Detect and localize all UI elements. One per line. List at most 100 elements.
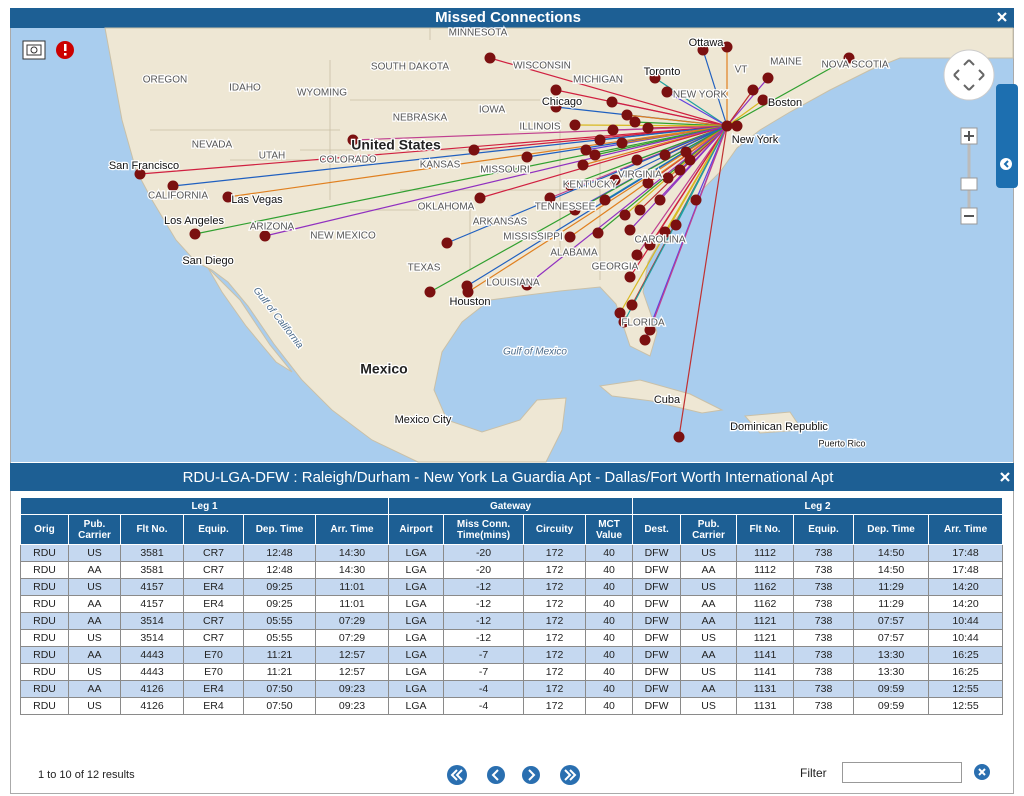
- airport-dot: [469, 145, 480, 156]
- table-cell: DFW: [633, 698, 681, 715]
- map-label: MISSISSIPPI: [503, 232, 562, 243]
- column-header: Circuity: [524, 515, 586, 545]
- filter-input[interactable]: [842, 762, 962, 783]
- table-cell: 12:48: [244, 545, 316, 562]
- table-cell: 09:25: [244, 579, 316, 596]
- table-cell: LGA: [389, 545, 444, 562]
- map-label: CALIFORNIA: [148, 191, 208, 202]
- column-header: Pub. Carrier: [69, 515, 121, 545]
- table-cell: 738: [794, 664, 854, 681]
- table-cell: 172: [524, 630, 586, 647]
- table-cell: RDU: [21, 579, 69, 596]
- airport-dot: [590, 150, 601, 161]
- first-page[interactable]: [447, 765, 467, 785]
- last-page[interactable]: [560, 765, 580, 785]
- table-cell: CR7: [184, 613, 244, 630]
- screenshot-button[interactable]: [23, 41, 45, 59]
- table-cell: 738: [794, 647, 854, 664]
- table-cell: 738: [794, 630, 854, 647]
- map-label: MICHIGAN: [573, 75, 623, 86]
- column-header: Equip.: [794, 515, 854, 545]
- map-label: MISSOURI: [480, 165, 529, 176]
- map-label: Cuba: [654, 394, 681, 406]
- airport-dot: [691, 195, 702, 206]
- table-cell: 11:21: [244, 647, 316, 664]
- table-cell: AA: [69, 681, 121, 698]
- table-cell: 40: [586, 630, 633, 647]
- table-cell: 14:20: [929, 579, 1003, 596]
- map-label: TEXAS: [408, 263, 441, 274]
- map-label: COLORADO: [319, 155, 376, 166]
- airport-dot: [607, 97, 618, 108]
- table-cell: -20: [444, 562, 524, 579]
- table-cell: 11:21: [244, 664, 316, 681]
- airport-dot: [625, 272, 636, 283]
- pan-control[interactable]: [944, 50, 994, 100]
- airport-dot: [635, 205, 646, 216]
- table-cell: 11:01: [316, 579, 389, 596]
- map-label: Los Angeles: [164, 215, 224, 227]
- airport-dot: [578, 160, 589, 171]
- table-cell: 14:30: [316, 545, 389, 562]
- table-cell: DFW: [633, 579, 681, 596]
- table-row: RDUAA4126ER407:5009:23LGA-417240DFWAA113…: [21, 681, 1003, 698]
- table-cell: AA: [681, 613, 737, 630]
- prev-page[interactable]: [487, 766, 505, 784]
- alert-button[interactable]: [56, 41, 74, 59]
- table-cell: 11:29: [854, 596, 929, 613]
- table-cell: 16:25: [929, 647, 1003, 664]
- next-page[interactable]: [522, 766, 540, 784]
- airport-dot: [655, 195, 666, 206]
- filter-label: Filter: [800, 766, 827, 780]
- airport-dot: [570, 120, 581, 131]
- table-cell: 05:55: [244, 630, 316, 647]
- table-cell: -4: [444, 698, 524, 715]
- table-row: RDUAA4157ER409:2511:01LGA-1217240DFWAA11…: [21, 596, 1003, 613]
- table-cell: ER4: [184, 681, 244, 698]
- table-row: RDUUS4126ER407:5009:23LGA-417240DFWUS113…: [21, 698, 1003, 715]
- table-cell: -7: [444, 664, 524, 681]
- map-label: ARKANSAS: [473, 217, 528, 228]
- table-cell: 40: [586, 562, 633, 579]
- map-label: NEVADA: [192, 140, 233, 151]
- table-cell: US: [681, 630, 737, 647]
- table-cell: US: [681, 579, 737, 596]
- group-header: Leg 1: [21, 498, 389, 515]
- column-header: Miss Conn. Time(mins): [444, 515, 524, 545]
- airport-dot: [630, 117, 641, 128]
- table-cell: 09:23: [316, 681, 389, 698]
- table-cell: -12: [444, 596, 524, 613]
- clear-filter[interactable]: [974, 764, 990, 780]
- table-cell: 4443: [121, 664, 184, 681]
- table-cell: RDU: [21, 664, 69, 681]
- table-cell: E70: [184, 647, 244, 664]
- table-cell: US: [681, 545, 737, 562]
- airport-dot: [425, 287, 436, 298]
- airport-dot: [643, 123, 654, 134]
- table-cell: 1131: [737, 681, 794, 698]
- table-cell: 172: [524, 698, 586, 715]
- table-cell: 11:01: [316, 596, 389, 613]
- table-cell: 738: [794, 613, 854, 630]
- side-panel-toggle[interactable]: [996, 84, 1018, 188]
- table-cell: 17:48: [929, 545, 1003, 562]
- column-header: Flt No.: [121, 515, 184, 545]
- map-label: FLORIDA: [621, 318, 665, 329]
- airport-dot: [620, 210, 631, 221]
- table-cell: -4: [444, 681, 524, 698]
- table-cell: DFW: [633, 681, 681, 698]
- map-label: KANSAS: [420, 160, 461, 171]
- airport-dot: [732, 121, 743, 132]
- table-cell: DFW: [633, 647, 681, 664]
- map-label: San Diego: [182, 255, 233, 267]
- table-cell: LGA: [389, 630, 444, 647]
- table-cell: DFW: [633, 630, 681, 647]
- table-cell: 12:57: [316, 647, 389, 664]
- table-cell: E70: [184, 664, 244, 681]
- airport-dot: [758, 95, 769, 106]
- airport-dot: [675, 165, 686, 176]
- table-cell: ER4: [184, 698, 244, 715]
- table-cell: ER4: [184, 596, 244, 613]
- table-cell: 07:50: [244, 681, 316, 698]
- table-cell: 40: [586, 596, 633, 613]
